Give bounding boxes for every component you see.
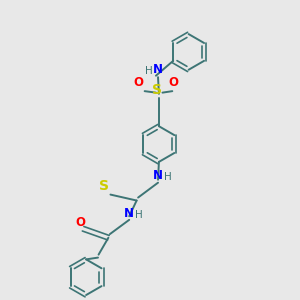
Text: S: S [152, 82, 161, 97]
Text: O: O [168, 76, 178, 89]
Text: H: H [135, 210, 143, 220]
Text: O: O [133, 76, 143, 89]
Text: H: H [164, 172, 172, 182]
Text: N: N [153, 63, 163, 76]
Text: H: H [145, 66, 152, 76]
Text: N: N [153, 169, 163, 182]
Text: N: N [124, 207, 134, 220]
Text: O: O [75, 216, 85, 229]
Text: S: S [99, 179, 109, 193]
